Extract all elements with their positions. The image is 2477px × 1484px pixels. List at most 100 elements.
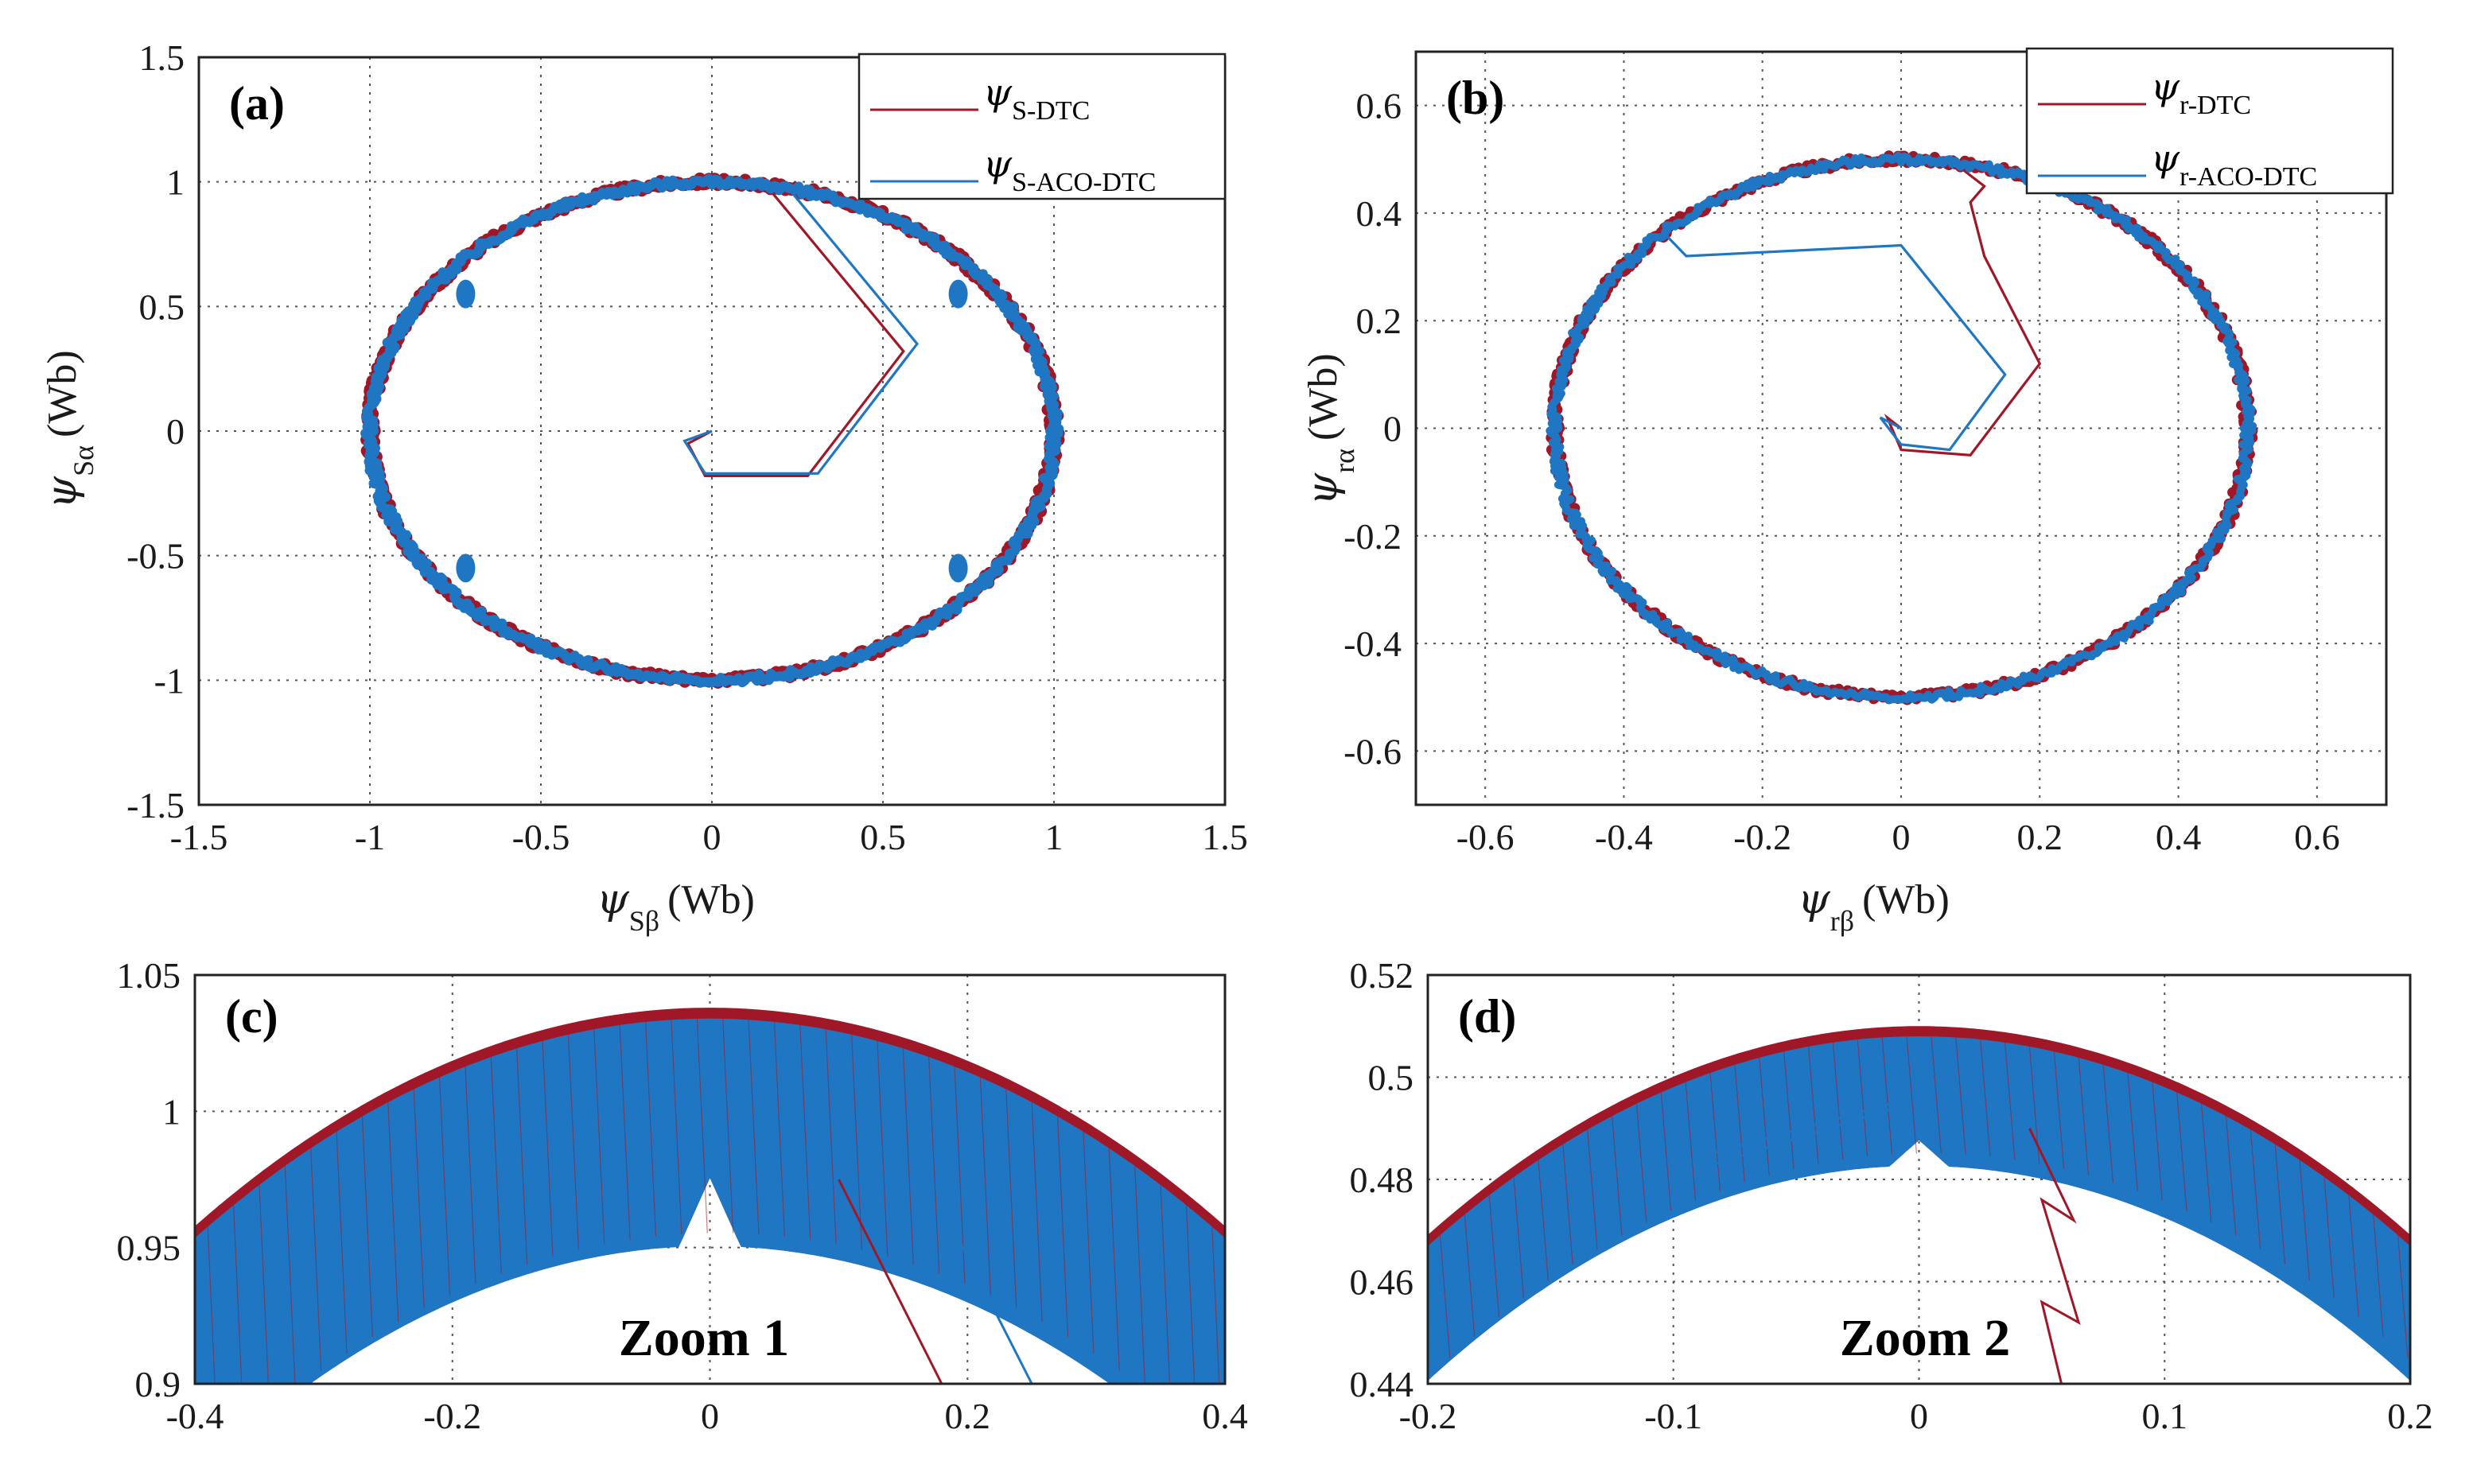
panel-label: (a) bbox=[229, 77, 285, 130]
band-texture-streak bbox=[799, 1024, 811, 1240]
y-axis-label: ψrα (Wb) bbox=[1299, 353, 1360, 505]
band-texture-streak bbox=[2250, 1129, 2261, 1249]
x-axis-symbol: ψ bbox=[597, 876, 630, 923]
y-tick-label: 0.46 bbox=[1350, 1262, 1414, 1303]
y-tick-label: 0.6 bbox=[1356, 86, 1402, 126]
x-tick-label: 0.4 bbox=[1202, 1396, 1248, 1436]
x-tick-label: 0 bbox=[1892, 817, 1911, 857]
legend-entry: ψS-ACO-DTC bbox=[983, 142, 1156, 197]
legend-symbol: ψ bbox=[983, 71, 1013, 114]
y-tick-label: 1.05 bbox=[117, 955, 181, 996]
band-texture-streak bbox=[644, 1021, 657, 1237]
x-tick-label: -0.2 bbox=[1733, 817, 1791, 857]
series-aco-transient bbox=[682, 185, 920, 475]
band-texture-streak bbox=[1906, 1036, 1918, 1154]
band-texture-streak bbox=[542, 1040, 554, 1257]
y-tick-label: 0.5 bbox=[1368, 1058, 1414, 1098]
band-texture-streak bbox=[2323, 1177, 2335, 1299]
x-tick-label: -1 bbox=[355, 817, 385, 857]
x-tick-label: -0.4 bbox=[166, 1396, 224, 1436]
band-texture-streak bbox=[2225, 1116, 2237, 1236]
band-texture-streak bbox=[1439, 1235, 1451, 1358]
series-aco-transient bbox=[1694, 1101, 1896, 1172]
band-texture-streak bbox=[516, 1048, 528, 1265]
band-texture-streak bbox=[748, 1020, 760, 1234]
band-texture-streak bbox=[2127, 1073, 2138, 1191]
band-texture-streak bbox=[1931, 1036, 1942, 1154]
plot-frame bbox=[1426, 973, 2412, 1385]
plot-frame bbox=[197, 56, 1227, 806]
band-texture-streak bbox=[1734, 1064, 1745, 1183]
band-texture-streak bbox=[1709, 1073, 1721, 1191]
band-texture-streak bbox=[2348, 1195, 2359, 1317]
band-texture-streak bbox=[465, 1066, 476, 1284]
band-texture-streak bbox=[1980, 1039, 1991, 1157]
y-tick-label: -1.5 bbox=[126, 785, 185, 826]
band-texture-streak bbox=[1587, 1129, 1598, 1249]
band-texture-streak bbox=[1108, 1148, 1120, 1371]
zoom-annotation: Zoom 2 bbox=[1840, 1309, 2011, 1367]
legend-subscript: S-DTC bbox=[1012, 96, 1090, 126]
band-texture-streak bbox=[2299, 1160, 2311, 1281]
band-texture-streak bbox=[593, 1029, 605, 1245]
y-tick-label: -0.6 bbox=[1343, 731, 1402, 771]
orbit-thick-segment bbox=[456, 279, 476, 309]
panel-label: (b) bbox=[1446, 72, 1504, 124]
band-texture-streak bbox=[902, 1048, 914, 1265]
series-dtc-transient bbox=[686, 181, 905, 477]
y-tick-label: -0.2 bbox=[1343, 516, 1402, 557]
band-texture-streak bbox=[336, 1132, 348, 1354]
x-axis-label: ψSβ (Wb) bbox=[597, 876, 755, 937]
y-tick-label: 0.4 bbox=[1356, 193, 1402, 234]
band-texture-streak bbox=[1056, 1116, 1069, 1338]
panel-a-chart: -1.5 -1 -0.5 0 0.5 1 1.5 -1.5 -1 -0.5 0 0.5 1 1.5 (a) ψ… bbox=[38, 37, 1248, 937]
legend-entry: ψr-ACO-DTC bbox=[2151, 137, 2317, 192]
band-texture-streak bbox=[1005, 1089, 1017, 1308]
y-axis-symbol: ψ bbox=[1299, 472, 1347, 506]
band-texture-streak bbox=[310, 1148, 322, 1371]
series-dtc-transient bbox=[838, 1179, 943, 1384]
legend-subscript: r-DTC bbox=[2180, 91, 2251, 120]
y-axis-subscript: Sα bbox=[68, 445, 99, 476]
x-tick-label: 0 bbox=[1910, 1396, 1928, 1436]
band-texture-streak bbox=[1538, 1160, 1549, 1281]
band-texture-streak bbox=[284, 1166, 296, 1384]
x-tick-label: 0.6 bbox=[2294, 817, 2340, 857]
band-texture-streak bbox=[2397, 1235, 2409, 1358]
band-texture-streak bbox=[567, 1034, 579, 1250]
band-texture-streak bbox=[1807, 1046, 1819, 1164]
band-texture-streak bbox=[696, 1018, 708, 1233]
x-tick-label: 0.2 bbox=[2017, 817, 2063, 857]
plot-frame bbox=[1414, 50, 2388, 806]
band-texture-streak bbox=[2004, 1042, 2016, 1160]
y-tick-label: 1.5 bbox=[139, 37, 185, 78]
band-texture-streak bbox=[1635, 1103, 1647, 1223]
band-texture-streak bbox=[1783, 1051, 1795, 1169]
band-texture-streak bbox=[2176, 1092, 2187, 1211]
band-texture-streak bbox=[413, 1089, 425, 1308]
x-tick-label: -0.6 bbox=[1456, 817, 1515, 857]
band-texture-streak bbox=[2078, 1057, 2090, 1175]
x-tick-label: -0.2 bbox=[423, 1396, 481, 1436]
x-tick-label: 0.1 bbox=[2142, 1396, 2188, 1436]
band-texture-streak bbox=[825, 1029, 837, 1245]
orbit-thick-segment bbox=[948, 554, 968, 583]
band-texture-streak bbox=[1134, 1166, 1145, 1384]
x-tick-label: 0.4 bbox=[2156, 817, 2202, 857]
x-tick-label: 1 bbox=[1045, 817, 1064, 857]
series-aco-transient bbox=[940, 1206, 1033, 1384]
band-texture-streak bbox=[1211, 1226, 1220, 1384]
band-texture-streak bbox=[1488, 1195, 1500, 1317]
band-texture-streak bbox=[1160, 1184, 1171, 1384]
legend-subscript: r-ACO-DTC bbox=[2180, 162, 2317, 192]
band-texture-streak bbox=[2373, 1214, 2384, 1337]
band-texture-streak bbox=[207, 1226, 216, 1384]
band-texture-streak bbox=[979, 1077, 991, 1296]
band-texture-streak bbox=[722, 1018, 734, 1233]
y-axis-unit: (Wb) bbox=[1301, 353, 1346, 441]
plot-frame bbox=[193, 973, 1227, 1385]
x-tick-label: -0.5 bbox=[512, 817, 570, 857]
x-axis-unit: (Wb) bbox=[1862, 877, 1950, 923]
band-texture-streak bbox=[490, 1057, 502, 1274]
